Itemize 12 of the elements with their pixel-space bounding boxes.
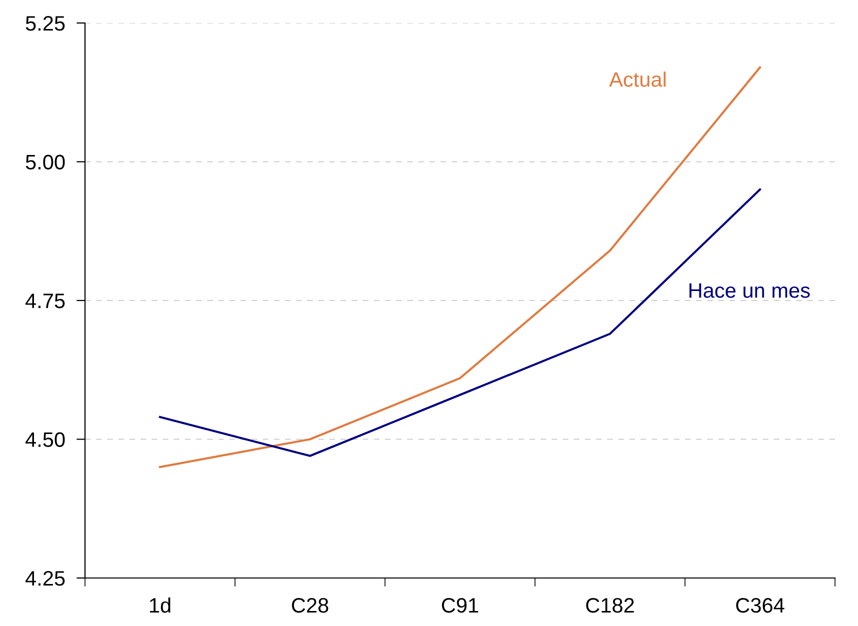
x-tick-label: C182 xyxy=(586,598,634,613)
y-tick-label: 4.75 xyxy=(25,294,65,308)
y-tick-label: 4.50 xyxy=(25,432,65,448)
x-tick-label: C28 xyxy=(292,598,328,613)
y-tick-label: 5.00 xyxy=(26,154,65,170)
x-tick-label: C91 xyxy=(442,598,478,613)
y-tick-label: 4.25 xyxy=(25,571,65,586)
series-label: Hace un mes xyxy=(689,283,810,298)
text: Actual xyxy=(609,72,666,87)
x-tick-label: 1d xyxy=(150,597,170,613)
x-tick-label: C364 xyxy=(736,598,784,613)
y-tick-label: 5.25 xyxy=(26,16,65,31)
